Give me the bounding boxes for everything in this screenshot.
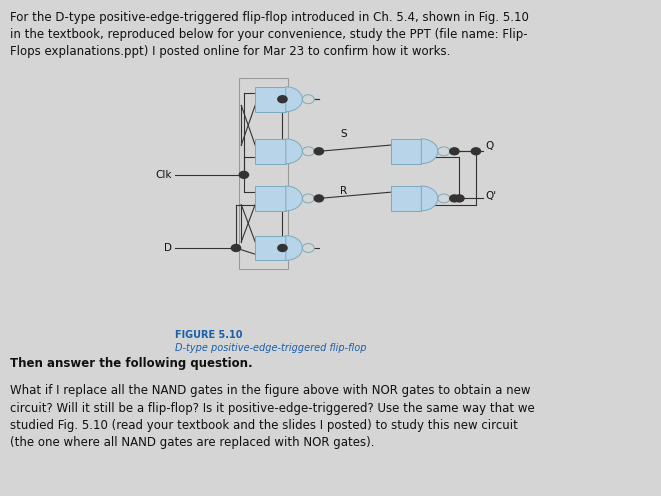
Circle shape [239, 172, 249, 179]
Polygon shape [255, 87, 286, 112]
Polygon shape [255, 186, 286, 211]
Text: (the one where all NAND gates are replaced with NOR gates).: (the one where all NAND gates are replac… [10, 436, 374, 449]
Circle shape [471, 148, 481, 155]
Circle shape [302, 194, 314, 203]
Polygon shape [421, 186, 438, 211]
Text: in the textbook, reproduced below for your convenience, study the PPT (file name: in the textbook, reproduced below for yo… [10, 28, 527, 41]
Polygon shape [391, 186, 421, 211]
Circle shape [278, 96, 287, 103]
Text: Flops explanations.ppt) I posted online for Mar 23 to confirm how it works.: Flops explanations.ppt) I posted online … [10, 45, 450, 58]
Circle shape [438, 147, 449, 156]
Polygon shape [286, 139, 302, 164]
Polygon shape [421, 139, 438, 164]
Text: S: S [340, 129, 347, 139]
Text: D: D [164, 243, 172, 253]
Circle shape [278, 245, 287, 251]
Polygon shape [255, 139, 286, 164]
Text: D-type positive-edge-triggered flip-flop: D-type positive-edge-triggered flip-flop [175, 343, 367, 353]
Circle shape [231, 245, 241, 251]
Circle shape [302, 244, 314, 252]
Polygon shape [286, 87, 302, 112]
Circle shape [449, 148, 459, 155]
Circle shape [314, 195, 323, 202]
Text: circuit? Will it still be a flip-flop? Is it positive-edge-triggered? Use the sa: circuit? Will it still be a flip-flop? I… [10, 402, 535, 415]
Text: Q: Q [486, 141, 494, 151]
Polygon shape [255, 236, 286, 260]
Text: Clk: Clk [155, 170, 172, 180]
Polygon shape [286, 186, 302, 211]
Circle shape [438, 194, 449, 203]
Circle shape [302, 95, 314, 104]
Text: FIGURE 5.10: FIGURE 5.10 [175, 330, 243, 340]
Text: What if I replace all the NAND gates in the figure above with NOR gates to obtai: What if I replace all the NAND gates in … [10, 384, 530, 397]
Polygon shape [286, 236, 302, 260]
Text: For the D-type positive-edge-triggered flip-flop introduced in Ch. 5.4, shown in: For the D-type positive-edge-triggered f… [10, 11, 529, 24]
Text: studied Fig. 5.10 (read your textbook and the slides I posted) to study this new: studied Fig. 5.10 (read your textbook an… [10, 419, 518, 432]
Polygon shape [391, 139, 421, 164]
Text: Then answer the following question.: Then answer the following question. [10, 357, 253, 370]
Circle shape [449, 195, 459, 202]
Text: R: R [340, 186, 348, 196]
Text: Q': Q' [486, 191, 497, 201]
Circle shape [455, 195, 464, 202]
Circle shape [302, 147, 314, 156]
Circle shape [314, 148, 323, 155]
